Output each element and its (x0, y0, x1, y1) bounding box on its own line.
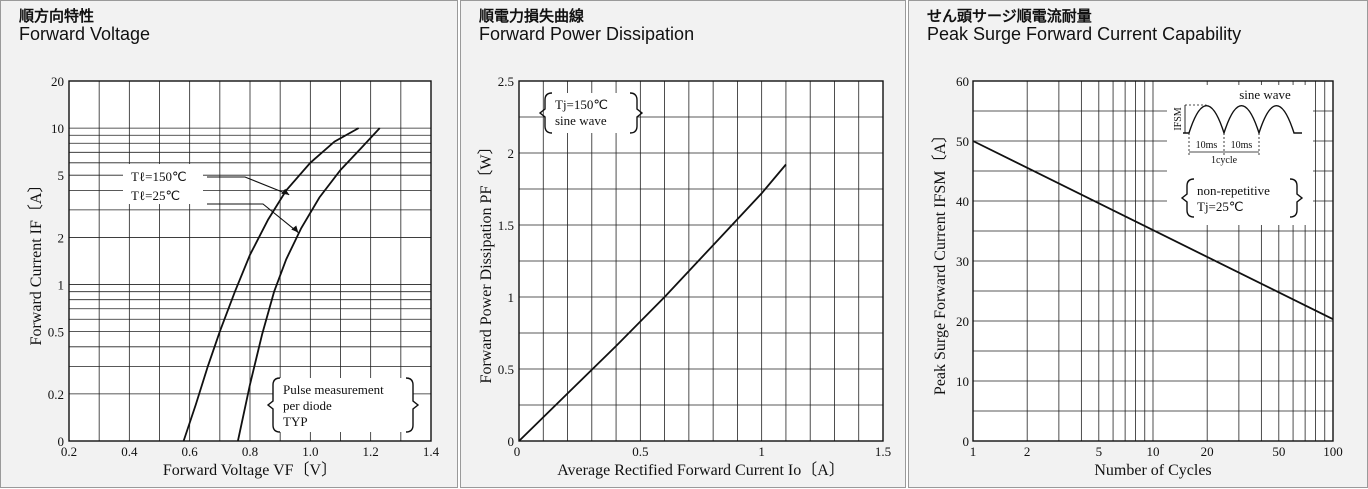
y-tick-label: 0.5 (48, 325, 64, 340)
y-tick-label: 5 (58, 168, 65, 183)
x-tick-label: 1.2 (363, 444, 379, 459)
panel-peak-surge: せん頭サージ順電流耐量 Peak Surge Forward Current C… (908, 0, 1368, 488)
y-tick-label: 0.5 (498, 362, 514, 377)
series-label-bg (123, 164, 203, 204)
y-tick-label: 2 (58, 230, 65, 245)
chart-title: Forward Voltage (19, 24, 151, 44)
note-box-bg (545, 93, 637, 133)
x-axis-label: Forward Voltage VF〔V〕 (163, 461, 337, 479)
x-tick-label: 0.8 (242, 444, 258, 459)
panel-forward-voltage: 順方向特性 Forward Voltage 0.2 0.4 0.6 0.8 1.0 1.2… (0, 0, 458, 488)
y-tick-label: 0 (963, 434, 970, 449)
plot-frame (518, 80, 884, 442)
y-tick-label: 20 (956, 314, 969, 329)
series-line-0 (518, 163, 787, 442)
note-box-bg (273, 378, 413, 432)
chart-title: Forward Power Dissipation (479, 24, 695, 44)
x-axis-label: Average Rectified Forward Current Io〔A〕 (557, 461, 845, 479)
x-tick-label: 1 (970, 444, 977, 459)
note-box-bg (1187, 179, 1297, 217)
series-line-0 (182, 127, 360, 442)
y-tick-label: 60 (956, 74, 969, 89)
note-box-line: Tj=25℃ (1197, 199, 1243, 214)
x-tick-label: 1.5 (875, 444, 891, 459)
note-box-line: non-repetitive (1197, 183, 1270, 198)
x-tick-label: 10 (1147, 444, 1160, 459)
x-tick-label: 0 (514, 444, 521, 459)
series-label: Tℓ=150℃ (131, 169, 187, 184)
y-tick-label: 10 (956, 374, 969, 389)
panel-forward-power: 順電力損失曲線 Forward Power Dissipation 0 0.5 1 1… (460, 0, 906, 488)
series-line-0 (972, 140, 1334, 321)
leader-line (207, 176, 290, 196)
inset-t1: 10ms (1196, 140, 1218, 151)
inset-cycle: 1cycle (1211, 155, 1238, 166)
series-line-1 (237, 127, 381, 442)
y-tick-label: 20 (51, 74, 64, 89)
y-tick-label: 10 (51, 121, 64, 136)
note-box-line: Tj=150℃ (555, 97, 608, 112)
inset-ifsm-label: IFSM (1173, 107, 1184, 130)
note-box-line: Pulse measurement (283, 382, 384, 397)
note-box-left-bracket (1180, 178, 1195, 218)
note-box-left-bracket (266, 377, 281, 433)
inset-title: sine wave (1239, 87, 1291, 102)
x-tick-label: 50 (1272, 444, 1285, 459)
x-tick-label: 100 (1323, 444, 1343, 459)
note-box-line: TYP (283, 414, 308, 429)
arrow-head (281, 188, 290, 195)
note-box-right-bracket (629, 92, 644, 134)
series-label: Tℓ=25℃ (131, 188, 180, 203)
x-tick-label: 1.0 (302, 444, 318, 459)
chart-title-jp: 順方向特性 (19, 7, 95, 25)
y-tick-label: 2 (508, 146, 515, 161)
peak-surge-chart: 1 2 5 10 20 50 100 0 10 20 30 40 50 60 Number of Cycle… (931, 74, 1343, 479)
note-box-line: sine wave (555, 113, 607, 128)
arrow-head (291, 225, 299, 233)
x-tick-label: 1.4 (423, 444, 440, 459)
note-box-right-bracket (1289, 178, 1304, 218)
note-box-right-bracket (405, 377, 420, 433)
plot-frame (972, 80, 1334, 442)
x-tick-label: 2 (1024, 444, 1031, 459)
x-tick-label: 0.4 (121, 444, 138, 459)
y-tick-label: 2.5 (498, 74, 514, 89)
forward-voltage-chart: 0.2 0.4 0.6 0.8 1.0 1.2 1.400.20.51251020Forwa… (27, 74, 440, 479)
y-axis-label: Forward Power Dissipation PF〔W〕 (477, 139, 495, 384)
y-tick-label: 1 (58, 278, 65, 293)
x-tick-label: 0.2 (61, 444, 77, 459)
forward-power-chart: 0 0.5 1 1.5 0 0.5 1 1.5 2 2.5 Average Rectified Fo… (477, 74, 891, 479)
y-axis-label: Peak Surge Forward Current IFSM〔A〕 (931, 127, 949, 395)
y-tick-label: 1 (508, 290, 515, 305)
y-tick-label: 30 (956, 254, 969, 269)
y-tick-label: 40 (956, 194, 969, 209)
sine-wave (1183, 105, 1302, 136)
y-tick-label: 0.2 (48, 387, 64, 402)
x-tick-label: 1 (758, 444, 765, 459)
inset-t2: 10ms (1231, 140, 1253, 151)
x-axis-label: Number of Cycles (1094, 462, 1211, 479)
note-box-left-bracket (538, 92, 553, 134)
plot-frame (68, 80, 432, 442)
y-axis-label: Forward Current IF〔A〕 (27, 177, 45, 346)
y-tick-label: 1.5 (498, 218, 514, 233)
chart-title: Peak Surge Forward Current Capability (927, 24, 1242, 44)
x-tick-label: 0.6 (182, 444, 199, 459)
leader-line (207, 203, 299, 233)
x-tick-label: 0.5 (632, 444, 648, 459)
x-tick-label: 5 (1096, 444, 1103, 459)
chart-title-jp: せん頭サージ順電流耐量 (927, 7, 1092, 25)
chart-title-jp: 順電力損失曲線 (479, 7, 585, 25)
note-box-line: per diode (283, 398, 332, 413)
x-tick-label: 20 (1201, 444, 1214, 459)
y-tick-label: 0 (508, 434, 515, 449)
y-tick-label: 0 (58, 434, 65, 449)
y-tick-label: 50 (956, 134, 969, 149)
